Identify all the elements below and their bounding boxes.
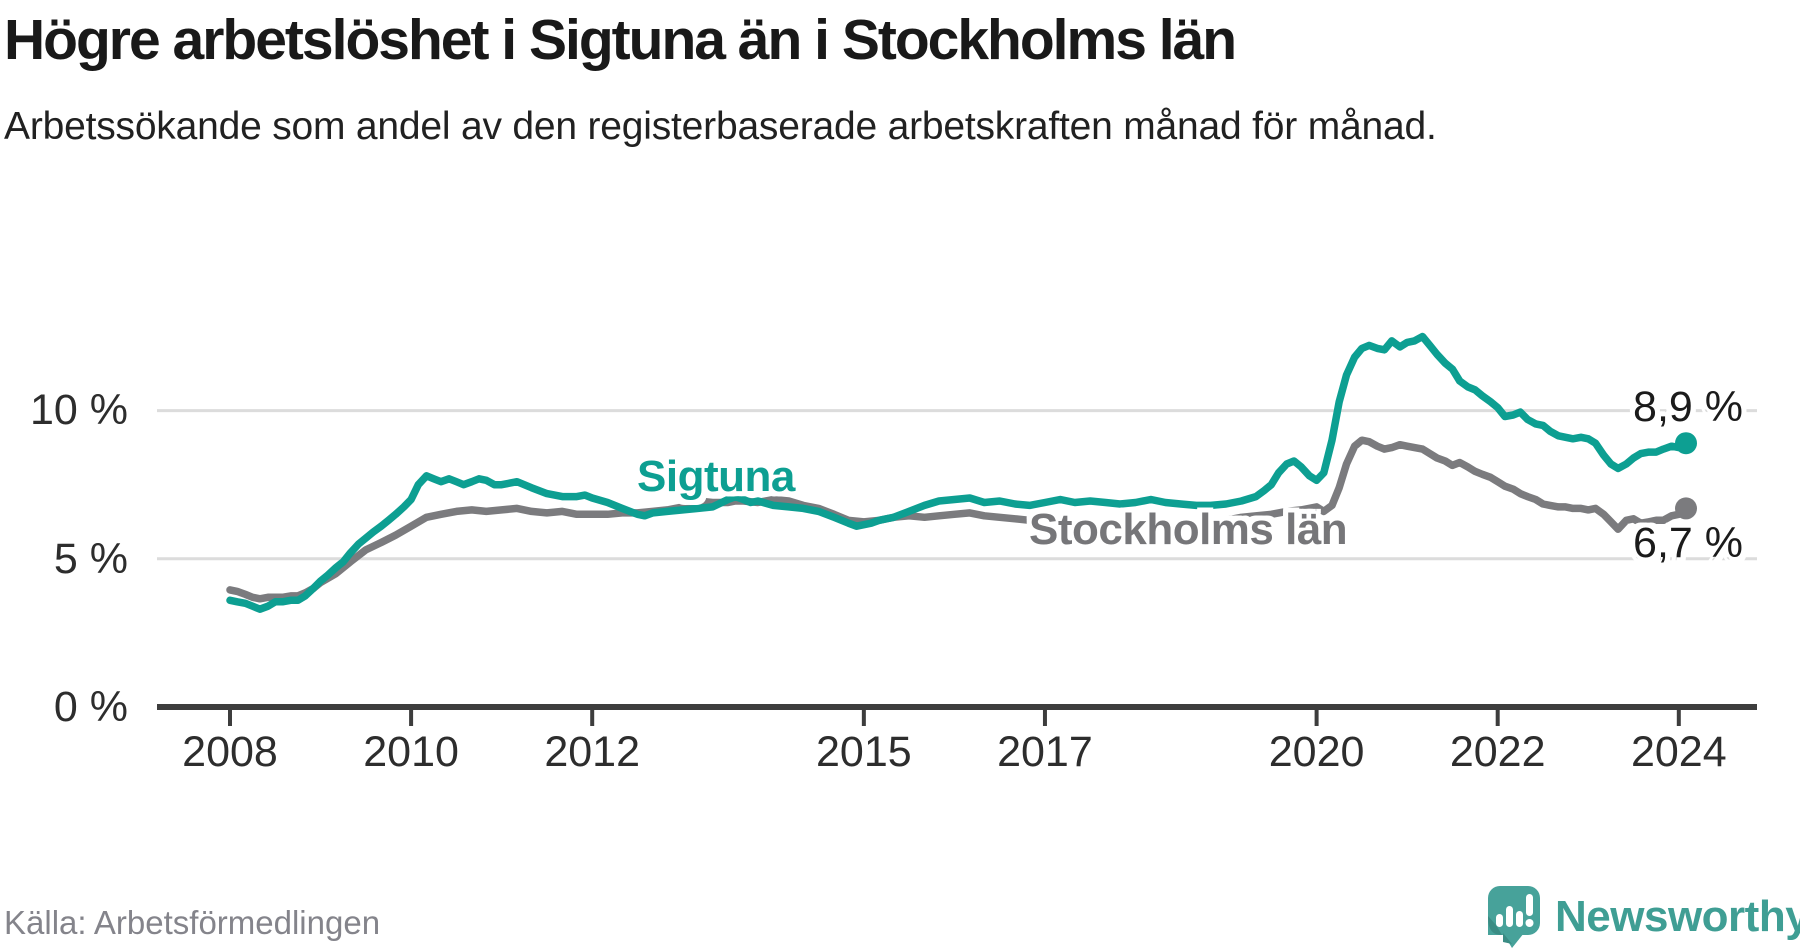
- newsworthy-logo-text: Newsworthy: [1555, 892, 1800, 941]
- newsworthy-logo-icon: [1488, 886, 1540, 948]
- source-note: Källa: Arbetsförmedlingen: [4, 904, 381, 941]
- x-axis-tick-label: 2015: [816, 728, 912, 776]
- x-axis-tick-label: 2024: [1630, 728, 1727, 776]
- y-axis-tick-label-10: 10 %: [29, 386, 128, 434]
- series-line-stockholms-län: [226, 436, 1690, 603]
- end-value-label-stockholms-lan: 6,7 %: [1633, 519, 1744, 568]
- series-line-sigtuna: [226, 332, 1690, 613]
- series-end-dot-stockholms-län: [1675, 497, 1697, 520]
- x-axis-tick-label: 2010: [363, 728, 459, 776]
- x-axis-tick-label: 2022: [1449, 728, 1546, 776]
- series-label-sigtuna: Sigtuna: [637, 452, 795, 501]
- x-axis-tick-label: 2017: [997, 728, 1093, 776]
- y-axis-tick-label-5: 5 %: [53, 535, 128, 583]
- series-label-stockholms-lan: Stockholms län: [1029, 505, 1348, 554]
- x-axis-tick-label: 2020: [1268, 728, 1365, 776]
- x-axis-tick-label: 2008: [182, 728, 278, 776]
- series-end-dot-sigtuna: [1675, 432, 1697, 455]
- newsworthy-logo: Newsworthy: [1488, 886, 1800, 948]
- y-axis-tick-label-0: 0 %: [53, 683, 128, 731]
- chart-subtitle: Arbetssökande som andel av den registerb…: [4, 105, 1437, 148]
- chart-title: Högre arbetslöshet i Sigtuna än i Stockh…: [4, 8, 1237, 72]
- end-value-label-sigtuna: 8,9 %: [1633, 383, 1744, 432]
- x-axis-tick-label: 2012: [544, 728, 641, 776]
